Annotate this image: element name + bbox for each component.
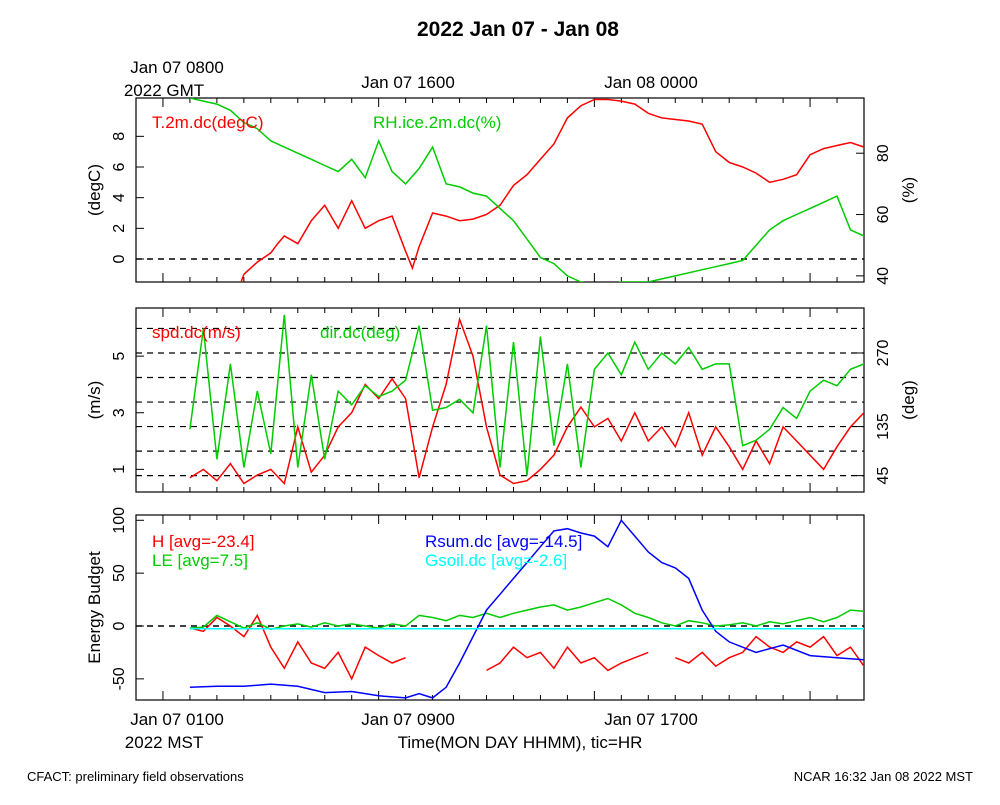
top-time-label: Jan 07 0800	[130, 58, 224, 77]
y-axis-label: (m/s)	[85, 381, 104, 420]
legend-spd: spd.dc(m/s)	[152, 323, 241, 342]
bottom-time-label: 2022 MST	[125, 733, 203, 752]
series-rh-ice-2m-dc	[189, 98, 864, 282]
y-axis-label: (degC)	[85, 164, 104, 216]
y-tick-label: -50	[111, 667, 128, 690]
y-tick-label: 50	[111, 564, 128, 582]
panel-frame	[135, 514, 865, 701]
series-t-2m-dc-degc	[240, 98, 864, 282]
legend-h: H [avg=-23.4]	[152, 532, 255, 551]
bottom-time-label: Jan 07 0100	[130, 710, 224, 729]
legend-rsum: Rsum.dc [avg=-14.5]	[425, 532, 582, 551]
y-tick-label: 8	[111, 132, 128, 141]
y-tick-label-right: 270	[875, 340, 892, 367]
panel-frame	[135, 97, 865, 283]
y-tick-label: 3	[111, 408, 128, 417]
chart-title: 2022 Jan 07 - Jan 08	[417, 18, 619, 41]
legend-rh: RH.ice.2m.dc(%)	[373, 113, 501, 132]
panel-frame	[135, 307, 865, 493]
series-le	[189, 597, 864, 630]
y-tick-label-right: 40	[875, 267, 892, 285]
bottom-time-label: Jan 07 0900	[361, 710, 455, 729]
series-spd-dc-m-s	[189, 316, 864, 486]
x-axis-label: Time(MON DAY HHMM), tic=HR	[398, 733, 643, 752]
series-h	[189, 613, 864, 681]
top-time-label: 2022 GMT	[124, 81, 204, 100]
bottom-time-label: Jan 07 1700	[604, 710, 698, 729]
series-rsum-dc	[189, 518, 864, 699]
y-tick-label: 0	[111, 254, 128, 263]
y-tick-label: 100	[111, 507, 128, 534]
series-dir-dc-deg	[189, 314, 864, 476]
y-axis-label-right: (%)	[899, 177, 918, 203]
y-axis-label: Energy Budget	[85, 551, 104, 664]
top-time-label: Jan 07 1600	[361, 73, 455, 92]
y-tick-label: 4	[111, 193, 128, 202]
legend-gsoil: Gsoil.dc [avg=-2.6]	[425, 551, 567, 570]
y-tick-label-right: 60	[875, 206, 892, 224]
top-time-label: Jan 08 0000	[604, 73, 698, 92]
y-axis-label-right: (deg)	[899, 380, 918, 420]
footer-timestamp: NCAR 16:32 Jan 08 2022 MST	[794, 769, 973, 784]
panels: 02468(degC)406080(%)135(m/s)45135270(deg…	[85, 97, 918, 701]
y-tick-label-right: 45	[875, 467, 892, 485]
footer-note: CFACT: preliminary field observations	[27, 769, 244, 784]
y-tick-label: 0	[111, 621, 128, 630]
y-tick-label: 5	[111, 352, 128, 361]
y-tick-label-right: 80	[875, 144, 892, 162]
legend-le: LE [avg=7.5]	[152, 551, 248, 570]
y-tick-label: 2	[111, 224, 128, 233]
legend-t2m: T.2m.dc(degC)	[152, 113, 263, 132]
panel-3: -50 0 50 100 Energy Budget	[85, 507, 865, 701]
y-tick-label-right: 135	[875, 413, 892, 440]
panel-1: 0 2 4 6 8 (degC) 40 60 80 (%)	[85, 97, 918, 285]
y-tick-label: 6	[111, 162, 128, 171]
legend-dir: dir.dc(deg)	[320, 323, 400, 342]
y-tick-label: 1	[111, 465, 128, 474]
